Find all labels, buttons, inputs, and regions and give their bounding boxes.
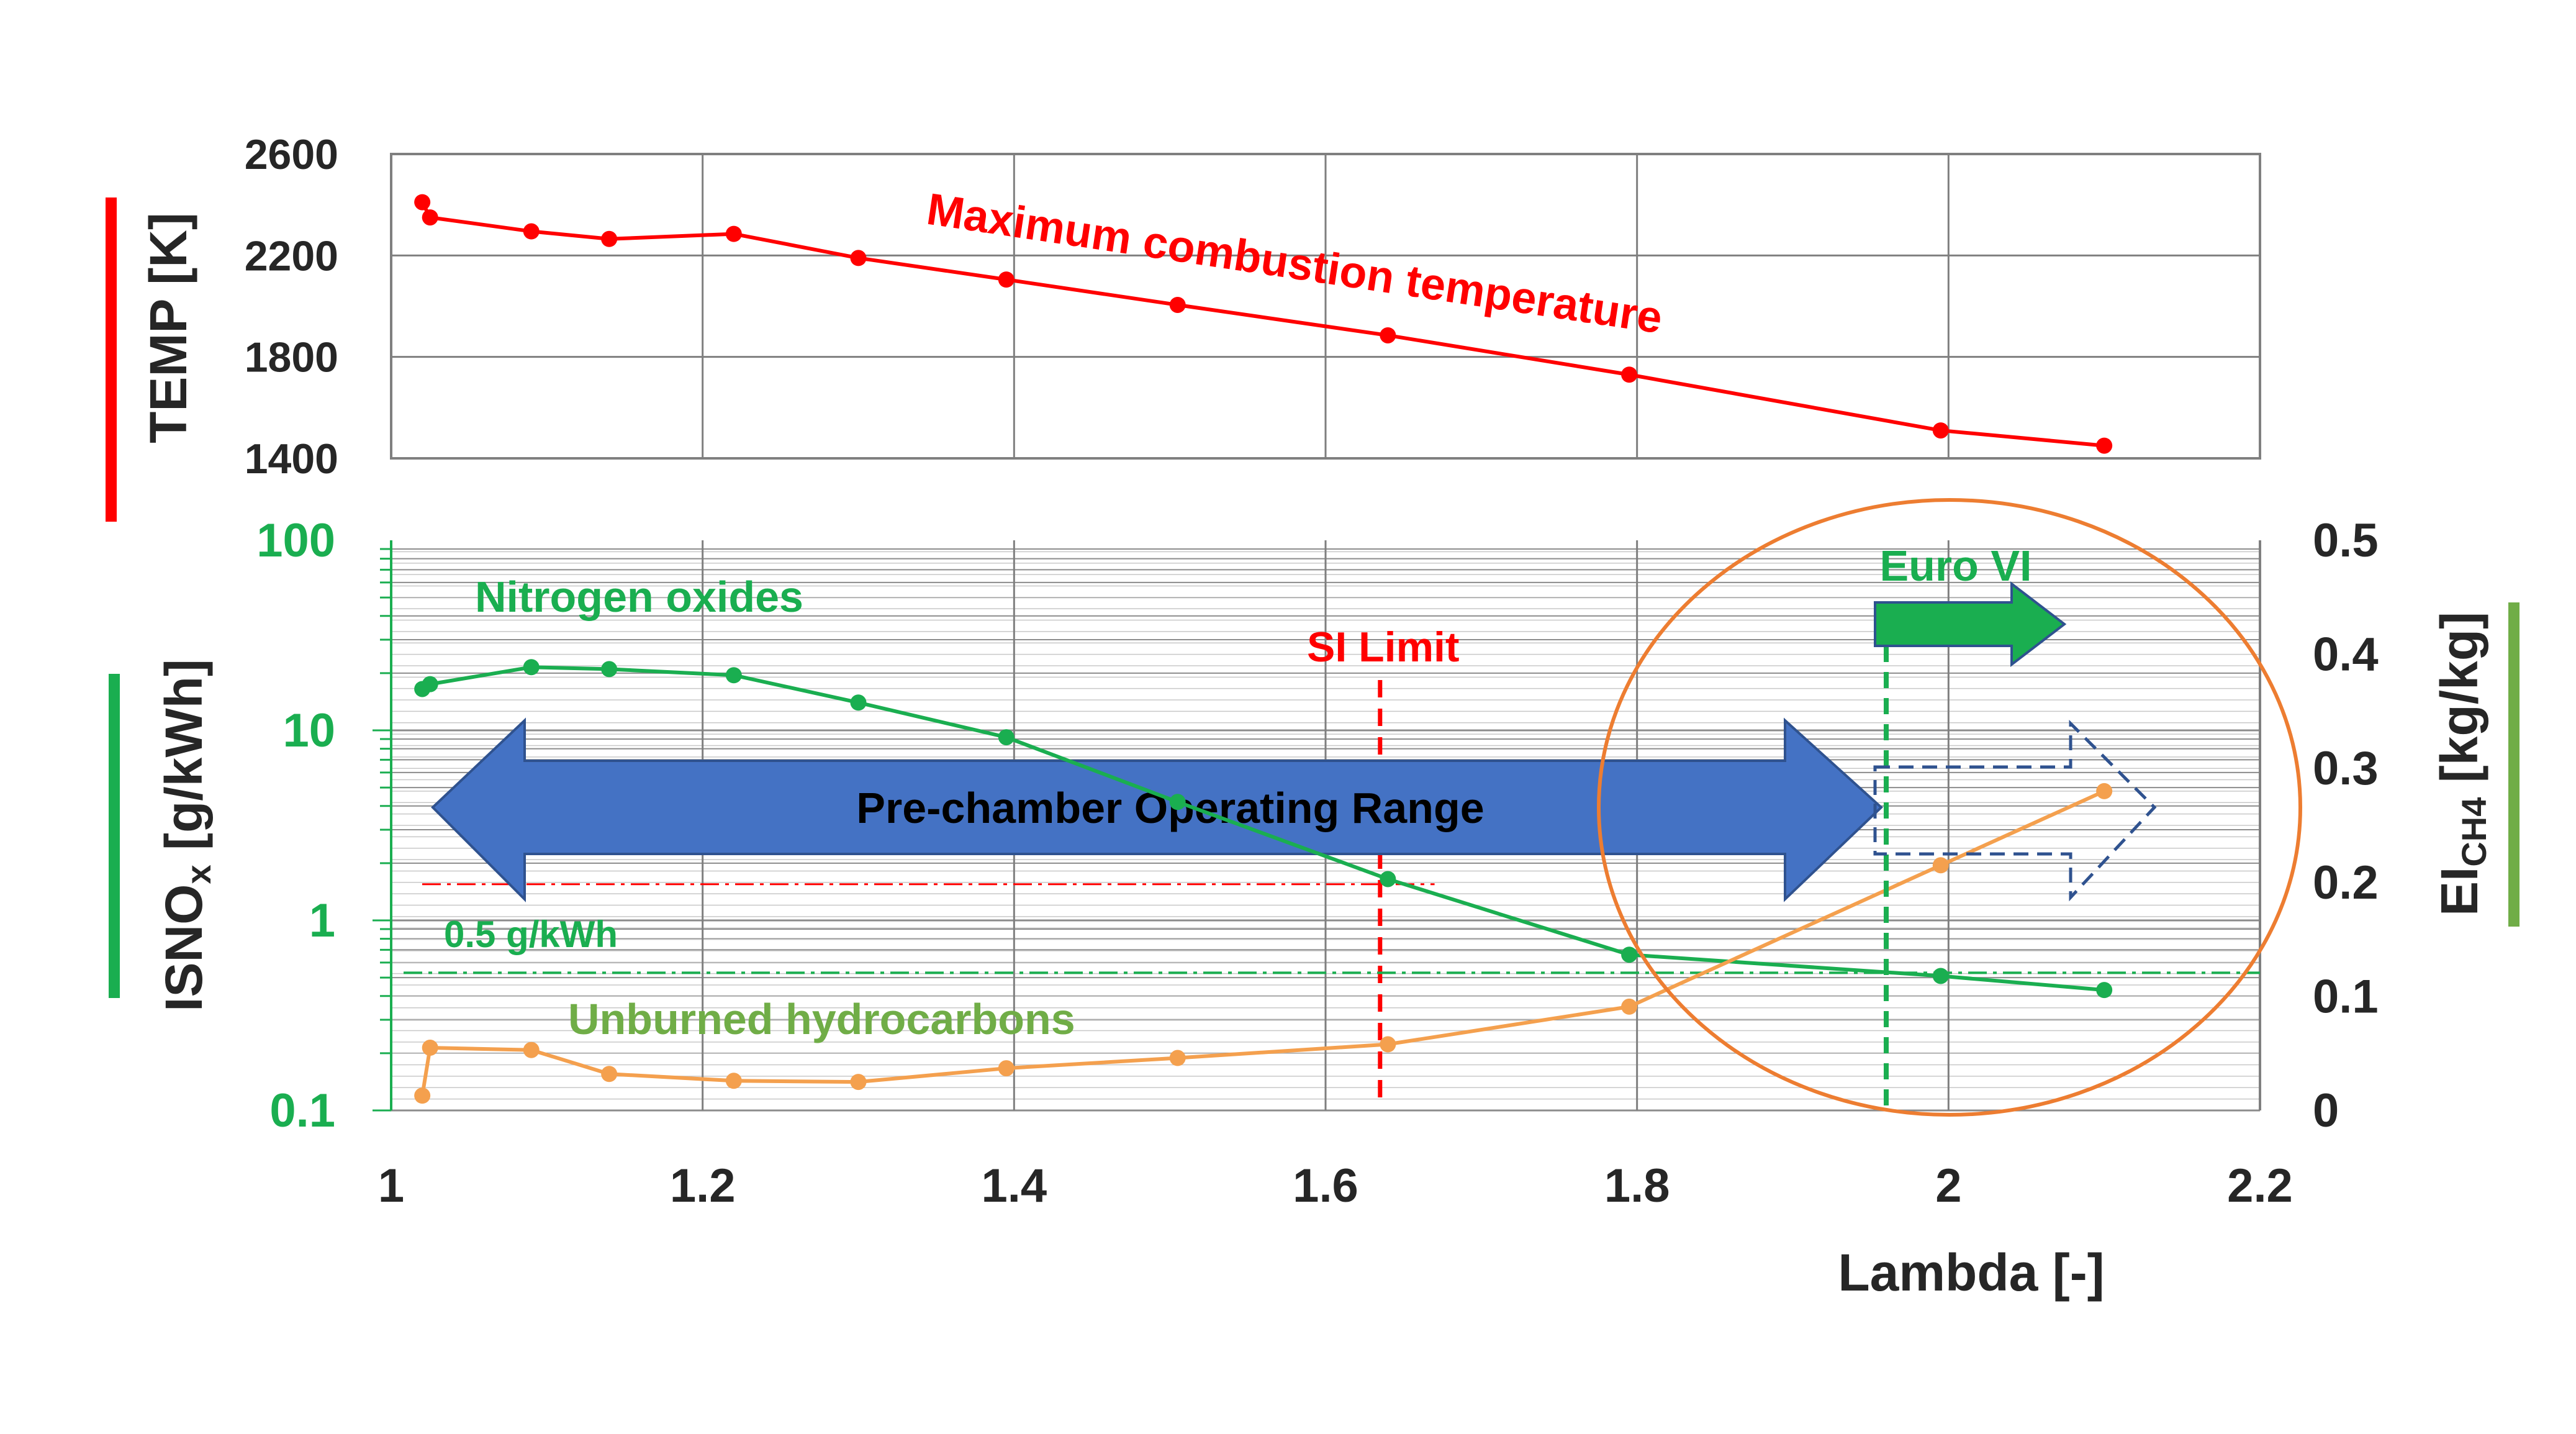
nox-data-point [601,661,618,678]
temperature-panel: 1400 1800 2200 2600 TEMP [K] Maximum combus… [106,131,2261,522]
hc-data-point [1932,857,1949,874]
operating-range-arrow [431,717,1883,902]
temperature-series-line [420,201,2105,448]
temperature-data-point [998,271,1015,288]
operating-range-label: Pre-chamber Operating Range [856,784,1484,832]
hc-data-point [725,1073,742,1089]
nox-data-point [1932,968,1949,984]
nox-y-ticks: 0.1 1 10 100 [256,514,335,1137]
nox-data-point [422,676,438,692]
temperature-y-tick-label: 1800 [245,334,338,381]
euro-vi-arrow [1874,581,2067,668]
temperature-y-ticks: 1400 1800 2200 2600 [245,131,338,483]
nox-y-tick-label: 1 [309,894,335,947]
nox-limit-label: 0.5 g/kWh [444,914,618,955]
nox-axis-label: ISNOx [g/kWh] [155,659,218,1012]
nox-axis-label-sub: x [179,864,218,884]
ch4-y-tick-label: 0.1 [2313,970,2379,1023]
ch4-axis-label-main: EI [2430,867,2488,916]
nox-axis-color-bar [109,674,120,998]
temperature-data-point [601,230,618,247]
temperature-data-point [523,223,540,240]
hc-data-point [523,1041,540,1058]
lambda-x-tick-label: 1.2 [670,1159,736,1212]
nox-y-tick-label: 100 [256,514,335,567]
temperature-data-point [422,209,438,226]
hc-data-point [422,1040,438,1056]
lambda-axis-label: Lambda [-] [1838,1243,2104,1302]
hc-data-point [850,1074,867,1091]
hc-data-point [1169,1050,1186,1066]
hc-series-label: Unburned hydrocarbons [568,995,1075,1043]
nox-data-point [725,667,742,684]
lambda-x-tick-label: 1.6 [1293,1159,1358,1212]
temperature-y-tick-label: 2600 [245,131,338,178]
temperature-plot-frame [390,153,2261,460]
nox-data-point [523,659,540,676]
hc-data-point [601,1066,618,1082]
ch4-axis-label: EICH4 [kg/kg] [2430,612,2493,916]
ch4-axis-label-sub: CH4 [2454,797,2493,867]
hc-data-point [1621,998,1638,1015]
temperature-grid [391,153,2260,460]
nox-series-line [421,665,2105,992]
temperature-y-tick-label: 2200 [245,232,338,279]
hc-data-point [1380,1036,1396,1053]
nox-data-point [1169,794,1186,810]
nox-data-point [2096,982,2113,999]
nox-y-tick-label: 10 [282,704,335,757]
emissions-axes [373,540,2261,1112]
nox-data-point [850,694,867,711]
nox-series-points [414,659,2113,999]
hc-data-point [414,1087,431,1104]
si-limit-label: SI Limit [1307,624,1460,671]
nox-data-point [1380,871,1396,887]
temperature-series-label: Maximum combustion temperature [924,184,1666,343]
lambda-x-ticks: 1 1.2 1.4 1.6 1.8 2 2.2 [378,1159,2293,1212]
temperature-data-point [1169,296,1186,313]
nox-data-point [998,729,1015,746]
nox-axis-label-main: ISNO [155,884,213,1012]
temperature-axis-label: TEMP [K] [139,212,197,443]
temperature-data-point [1621,366,1638,383]
ch4-y-tick-label: 0 [2313,1084,2339,1137]
temperature-data-point [1932,422,1949,439]
hc-series-line [420,789,2105,1096]
lean-region-highlight-ellipse [1597,498,2302,1117]
emissions-panel: 0.1 1 10 100 0 0.1 0.2 0.3 0.4 0.5 1 1.2 1.4 1.6 1.8… [109,498,2520,1302]
temperature-series-points [414,194,2113,454]
ch4-y-tick-label: 0.3 [2313,742,2379,795]
temperature-data-point [414,194,431,211]
lambda-x-tick-label: 1 [378,1159,404,1212]
nox-axis-label-unit: [g/kWh] [155,659,213,864]
euro-vi-label: Euro VI [1879,542,2031,590]
hc-data-point [998,1060,1015,1077]
ch4-y-tick-label: 0.5 [2313,514,2379,567]
euro-vi-dashed-arrow [1873,719,2157,902]
temperature-data-point [725,225,742,242]
temperature-data-point [1380,327,1396,343]
ch4-axis-color-bar [2508,602,2520,927]
hc-series-points [414,783,2113,1104]
ch4-y-tick-label: 0.4 [2313,629,2379,681]
temperature-data-point [850,250,867,266]
lambda-x-tick-label: 1.4 [982,1159,1047,1212]
lambda-x-tick-label: 2 [1935,1159,1961,1212]
temperature-y-tick-label: 1400 [245,435,338,483]
temperature-data-point [2096,437,2113,454]
hc-data-point [2096,783,2113,799]
lambda-x-tick-label: 1.8 [1604,1159,1670,1212]
ch4-y-tick-label: 0.2 [2313,856,2379,909]
nox-y-tick-label: 0.1 [269,1084,335,1137]
temperature-axis-color-bar [106,197,117,522]
ch4-y-ticks: 0 0.1 0.2 0.3 0.4 0.5 [2313,514,2379,1137]
ch4-axis-label-unit: [kg/kg] [2430,612,2488,797]
lambda-x-tick-label: 2.2 [2227,1159,2293,1212]
nox-series-label: Nitrogen oxides [475,573,803,621]
nox-data-point [1621,946,1638,963]
